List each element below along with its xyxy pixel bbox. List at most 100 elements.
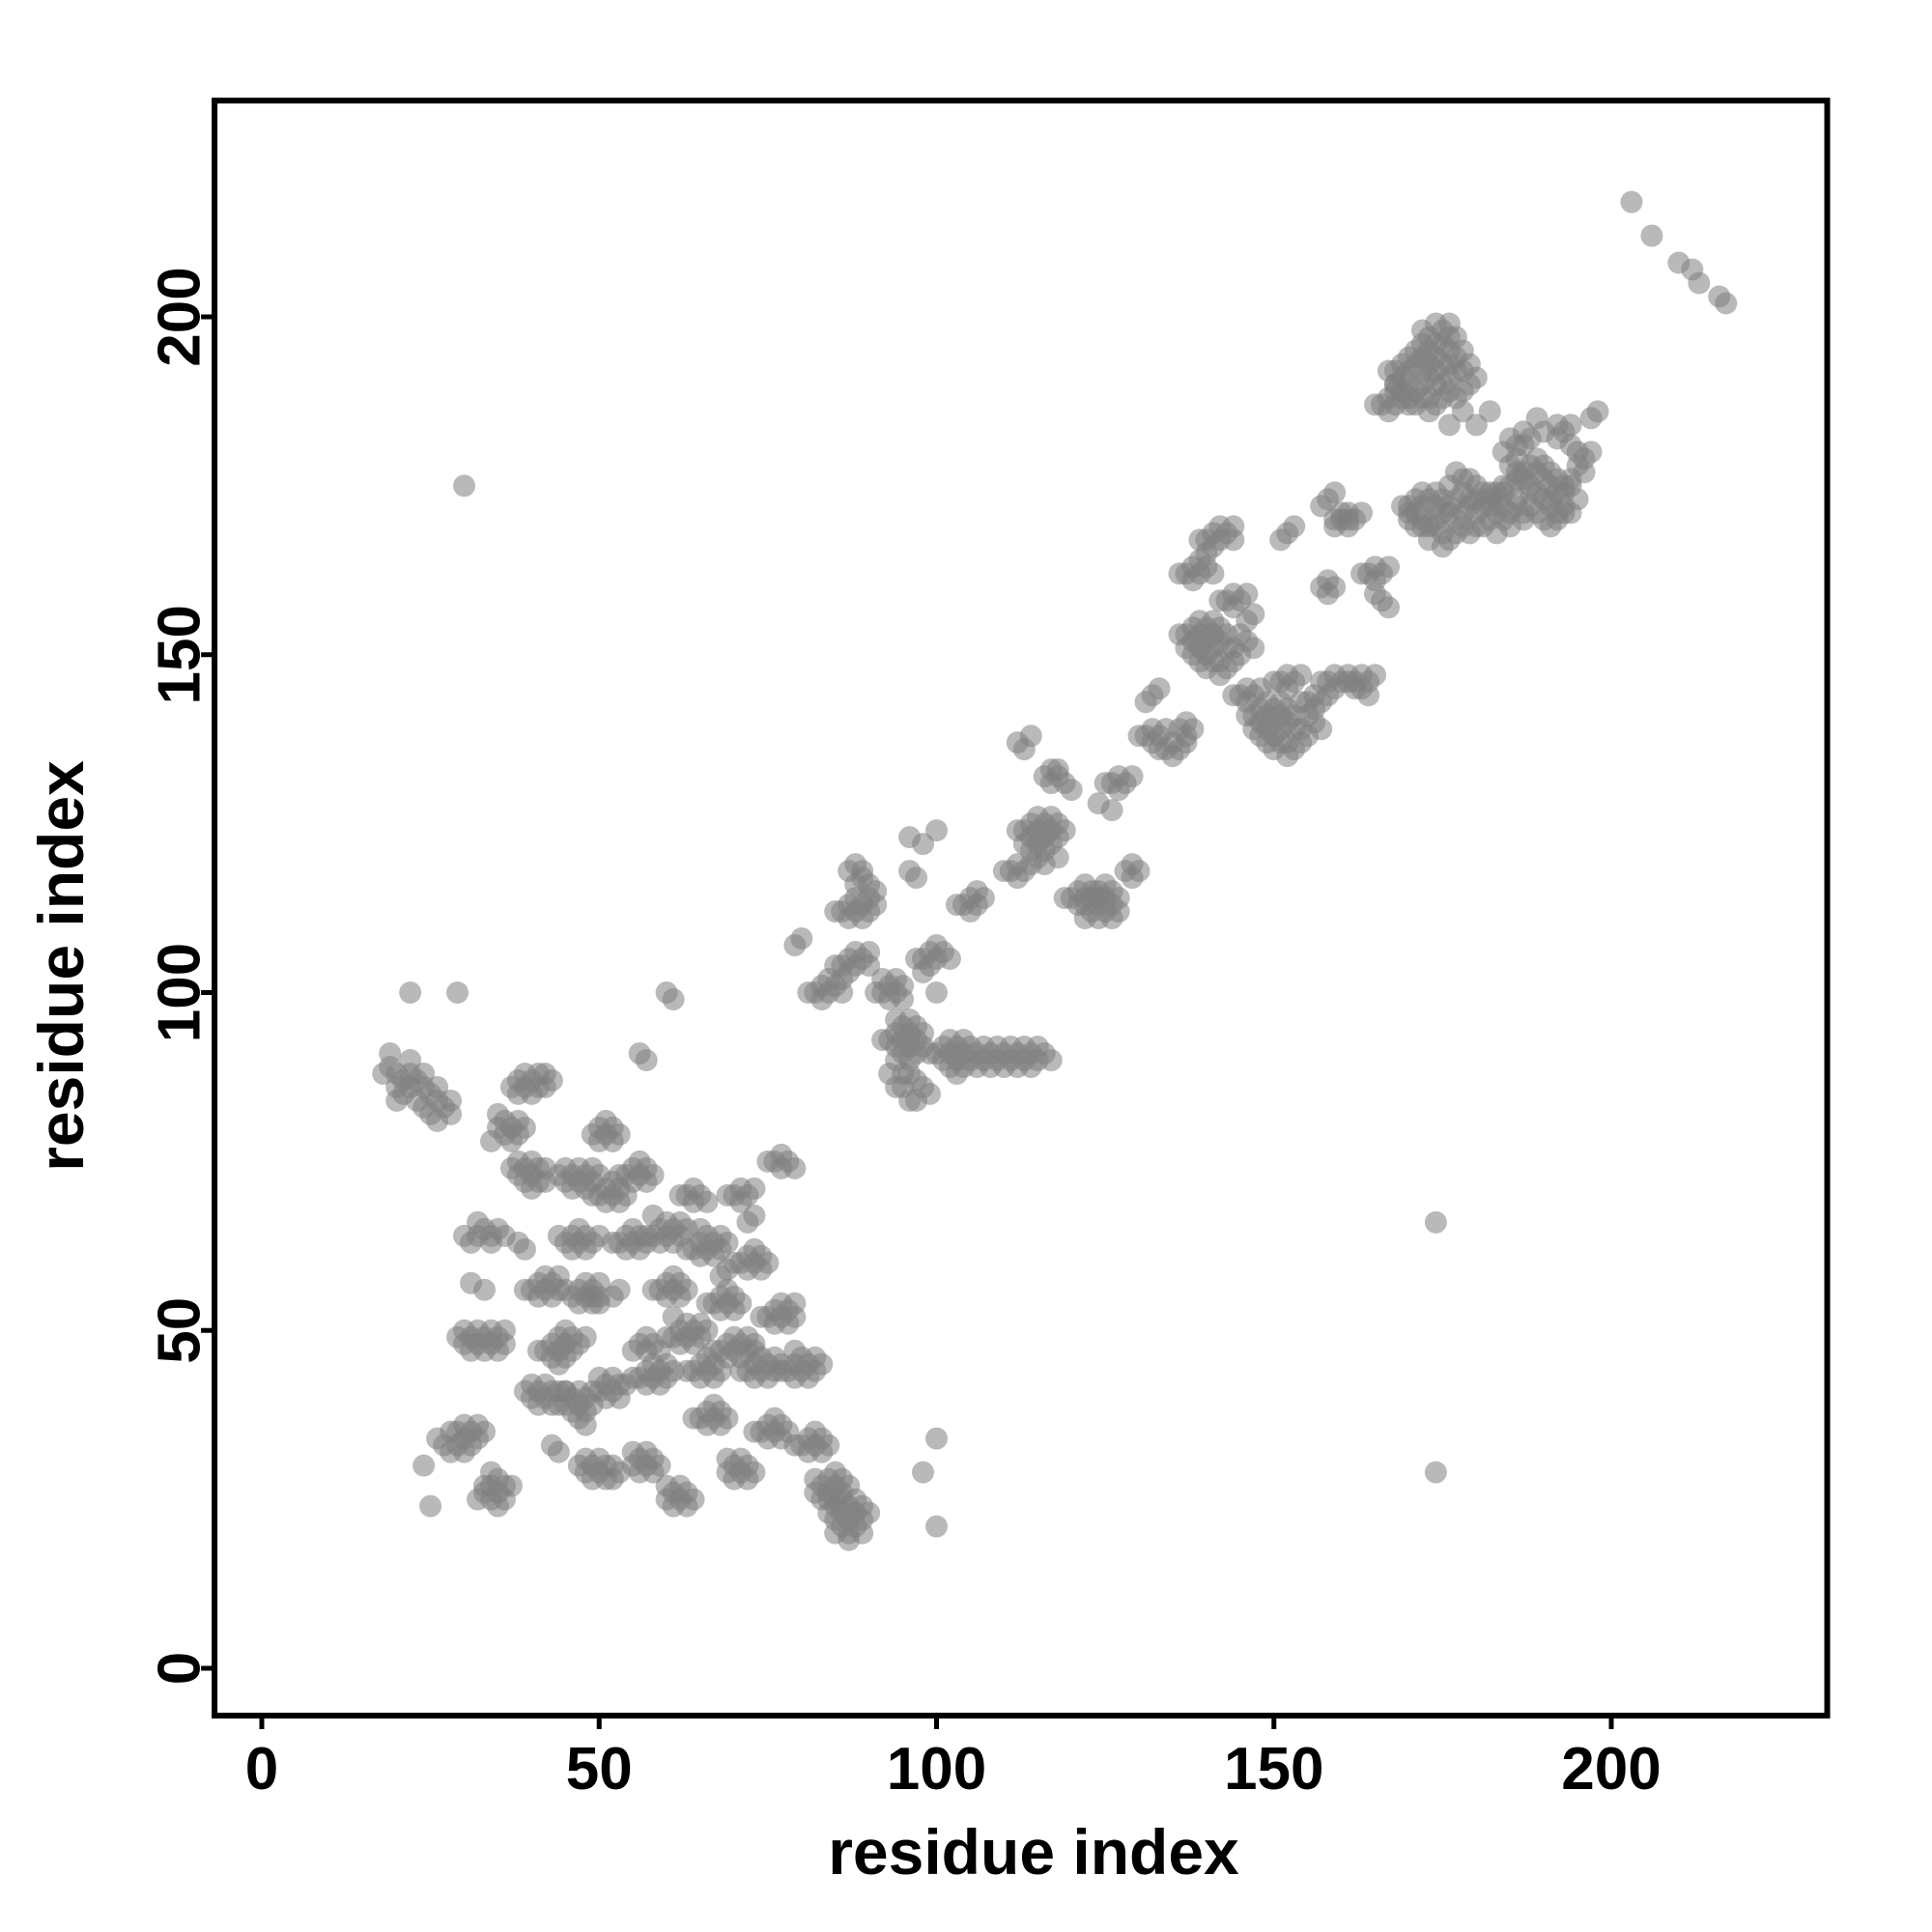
scatter-point — [655, 1325, 678, 1349]
scatter-point — [743, 1339, 766, 1362]
scatter-point — [1579, 440, 1603, 464]
scatter-point — [1317, 569, 1340, 592]
scatter-point — [499, 1474, 523, 1497]
scatter-point — [1107, 900, 1130, 923]
scatter-point — [499, 1129, 523, 1152]
scatter-point — [716, 1447, 739, 1470]
x-axis-tick-label: 150 — [1224, 1736, 1323, 1803]
scatter-point — [817, 1434, 840, 1457]
scatter-point — [925, 934, 948, 957]
scatter-point — [763, 1406, 786, 1430]
scatter-point — [1525, 407, 1548, 430]
scatter-point — [1437, 528, 1461, 552]
scatter-point — [1451, 400, 1474, 423]
scatter-point — [520, 1177, 543, 1200]
scatter-point — [412, 1062, 436, 1085]
scatter-point — [662, 1305, 685, 1328]
scatter-point — [486, 1102, 509, 1125]
scatter-point — [702, 1339, 725, 1362]
scatter-point — [608, 1122, 631, 1146]
scatter-point — [1242, 637, 1265, 660]
scatter-point — [1451, 339, 1474, 362]
scatter-point — [797, 981, 820, 1004]
scatter-point — [574, 1413, 597, 1436]
scatter-point — [1437, 413, 1461, 437]
y-axis-tick-label: 0 — [147, 1652, 213, 1685]
scatter-point — [608, 1278, 631, 1301]
scatter-point — [1269, 528, 1293, 552]
y-axis-tick-label: 50 — [147, 1297, 213, 1364]
scatter-point — [716, 1183, 739, 1207]
scatter-point — [608, 1163, 631, 1186]
scatter-point — [1357, 684, 1380, 707]
scatter-point — [1424, 393, 1447, 416]
scatter-point — [696, 1319, 719, 1342]
scatter-point — [912, 1461, 935, 1484]
scatter-point — [1364, 664, 1387, 687]
scatter-point — [1512, 420, 1535, 443]
scatter-point — [1519, 481, 1542, 504]
scatter-point — [1404, 339, 1427, 362]
scatter-point — [858, 941, 881, 964]
scatter-point — [1525, 461, 1548, 484]
scatter-point — [493, 1319, 516, 1342]
scatter-points-layer — [372, 190, 1738, 1551]
scatter-point — [1424, 515, 1447, 538]
scatter-point — [1202, 562, 1225, 585]
scatter-point — [1242, 718, 1265, 741]
scatter-point — [925, 1427, 948, 1450]
x-axis-tick-label: 200 — [1561, 1736, 1661, 1803]
scatter-point — [912, 833, 935, 856]
scatter-point — [871, 1028, 895, 1051]
scatter-point — [682, 1406, 705, 1430]
scatter-point — [467, 1210, 490, 1234]
scatter-point — [1492, 495, 1515, 518]
scatter-point — [1283, 738, 1306, 761]
scatter-point — [702, 1393, 725, 1416]
scatter-point — [919, 1082, 942, 1105]
scatter-point — [1242, 603, 1265, 626]
x-axis-title: residue index — [828, 1816, 1239, 1888]
scatter-point — [513, 1116, 536, 1139]
scatter-point — [479, 1461, 502, 1484]
scatter-point — [1559, 468, 1582, 491]
scatter-point — [1026, 1035, 1049, 1058]
scatter-point — [689, 1217, 712, 1240]
scatter-point — [540, 1068, 563, 1092]
scatter-point — [399, 981, 422, 1004]
scatter-point — [648, 1454, 671, 1477]
scatter-point — [1127, 724, 1151, 748]
scatter-point — [1012, 833, 1036, 856]
scatter-point — [547, 1352, 570, 1376]
scatter-point — [426, 1075, 449, 1098]
scatter-point — [581, 1122, 604, 1146]
scatter-point — [729, 1292, 753, 1315]
scatter-point — [783, 934, 807, 957]
scatter-point — [1410, 319, 1434, 342]
scatter-point — [1688, 271, 1711, 295]
x-axis-tick-label: 100 — [887, 1736, 986, 1803]
scatter-point — [453, 1413, 476, 1436]
scatter-point — [824, 1461, 847, 1484]
scatter-point — [1397, 501, 1420, 525]
scatter-point — [696, 1190, 719, 1213]
axis-ticks — [201, 314, 1614, 1729]
scatter-point — [965, 880, 988, 903]
scatter-point — [1620, 190, 1643, 213]
scatter-point — [1323, 481, 1347, 504]
scatter-point — [1290, 664, 1313, 687]
scatter-point — [574, 1325, 597, 1349]
scatter-point — [1222, 684, 1245, 707]
y-axis-tick-label: 100 — [147, 943, 213, 1042]
scatter-point — [925, 819, 948, 842]
scatter-point — [912, 961, 935, 984]
scatter-point — [1424, 1461, 1447, 1484]
axis-frame — [212, 98, 1831, 1719]
scatter-point — [1026, 846, 1049, 869]
y-axis-tick-label: 150 — [147, 605, 213, 704]
scatter-point — [446, 981, 469, 1004]
scatter-point — [783, 1434, 807, 1457]
scatter-point — [938, 948, 961, 971]
